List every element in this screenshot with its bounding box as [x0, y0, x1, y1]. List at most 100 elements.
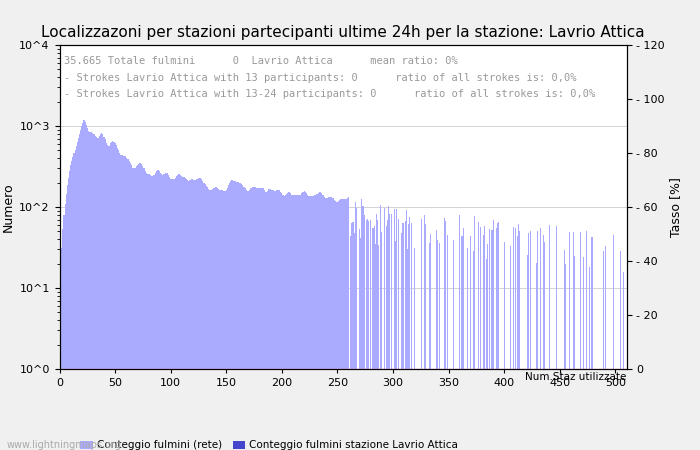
Bar: [97, 139, 98, 450]
Bar: [244, 189, 246, 450]
Bar: [147, 174, 148, 450]
Bar: [160, 173, 161, 450]
Bar: [405, 221, 406, 450]
Bar: [574, 256, 575, 450]
Bar: [298, 195, 299, 450]
Bar: [300, 195, 301, 450]
Bar: [267, 191, 268, 450]
Bar: [234, 181, 236, 450]
Bar: [151, 176, 153, 450]
Bar: [402, 224, 404, 450]
Bar: [85, 125, 87, 450]
Bar: [212, 189, 214, 450]
Bar: [395, 208, 397, 450]
Bar: [70, 166, 71, 450]
Bar: [293, 195, 295, 450]
Bar: [286, 194, 287, 450]
Partecipazione della stazione Lavrio Attica %: [125, 366, 134, 372]
Bar: [88, 131, 89, 450]
Bar: [206, 187, 208, 450]
Bar: [128, 159, 129, 450]
Partecipazione della stazione Lavrio Attica %: [55, 366, 64, 372]
Bar: [110, 144, 111, 450]
Bar: [122, 156, 123, 450]
Bar: [155, 171, 157, 450]
Bar: [496, 228, 497, 450]
Bar: [168, 175, 169, 450]
Bar: [452, 240, 454, 450]
Bar: [138, 164, 139, 450]
Bar: [197, 179, 198, 450]
Bar: [198, 178, 199, 450]
Bar: [307, 195, 308, 450]
Bar: [125, 157, 126, 450]
Bar: [332, 198, 334, 450]
Bar: [227, 188, 228, 450]
Bar: [240, 184, 241, 450]
Bar: [407, 249, 408, 450]
Bar: [573, 232, 574, 450]
Bar: [473, 251, 474, 450]
Bar: [232, 180, 234, 450]
Bar: [81, 126, 83, 450]
Bar: [228, 185, 229, 450]
Bar: [123, 156, 125, 450]
Bar: [325, 198, 326, 450]
Bar: [319, 192, 320, 450]
Bar: [106, 145, 108, 450]
Bar: [517, 236, 518, 450]
Bar: [421, 219, 423, 450]
Bar: [246, 190, 247, 450]
Bar: [68, 178, 69, 450]
Bar: [356, 208, 357, 450]
Bar: [108, 146, 109, 450]
Bar: [565, 264, 566, 450]
Bar: [556, 226, 557, 450]
Bar: [276, 190, 277, 450]
Bar: [98, 138, 99, 450]
Bar: [374, 244, 376, 450]
Bar: [478, 222, 480, 450]
Bar: [320, 192, 321, 450]
Bar: [321, 194, 323, 450]
Bar: [161, 175, 162, 450]
Bar: [263, 190, 265, 450]
Bar: [119, 153, 120, 450]
Bar: [354, 233, 355, 450]
Bar: [187, 180, 188, 450]
Bar: [91, 132, 92, 450]
Bar: [178, 174, 179, 450]
Bar: [195, 180, 196, 450]
Bar: [387, 220, 388, 450]
Bar: [398, 219, 399, 450]
Partecipazione della stazione Lavrio Attica %: [118, 366, 126, 372]
Bar: [272, 190, 274, 450]
Bar: [334, 199, 335, 450]
Bar: [261, 188, 262, 450]
Bar: [129, 161, 130, 450]
Bar: [186, 180, 187, 450]
Bar: [208, 189, 209, 450]
Bar: [185, 178, 186, 450]
Bar: [170, 179, 172, 450]
Bar: [280, 192, 281, 450]
Bar: [270, 189, 272, 450]
Bar: [401, 233, 402, 450]
Bar: [612, 235, 614, 450]
Bar: [461, 236, 463, 450]
Bar: [470, 236, 471, 450]
Bar: [80, 130, 81, 450]
Bar: [148, 175, 149, 450]
Bar: [189, 180, 190, 450]
Bar: [89, 132, 90, 450]
Partecipazione della stazione Lavrio Attica %: [314, 366, 323, 372]
Bar: [564, 251, 565, 450]
Bar: [310, 196, 312, 450]
Bar: [360, 238, 361, 450]
Bar: [287, 193, 288, 450]
Bar: [174, 178, 176, 450]
Bar: [537, 230, 538, 450]
Text: 35.665 Totale fulmini      0  Lavrio Attica      mean ratio: 0%: 35.665 Totale fulmini 0 Lavrio Attica me…: [64, 56, 458, 66]
Bar: [111, 142, 112, 450]
Bar: [323, 197, 325, 450]
